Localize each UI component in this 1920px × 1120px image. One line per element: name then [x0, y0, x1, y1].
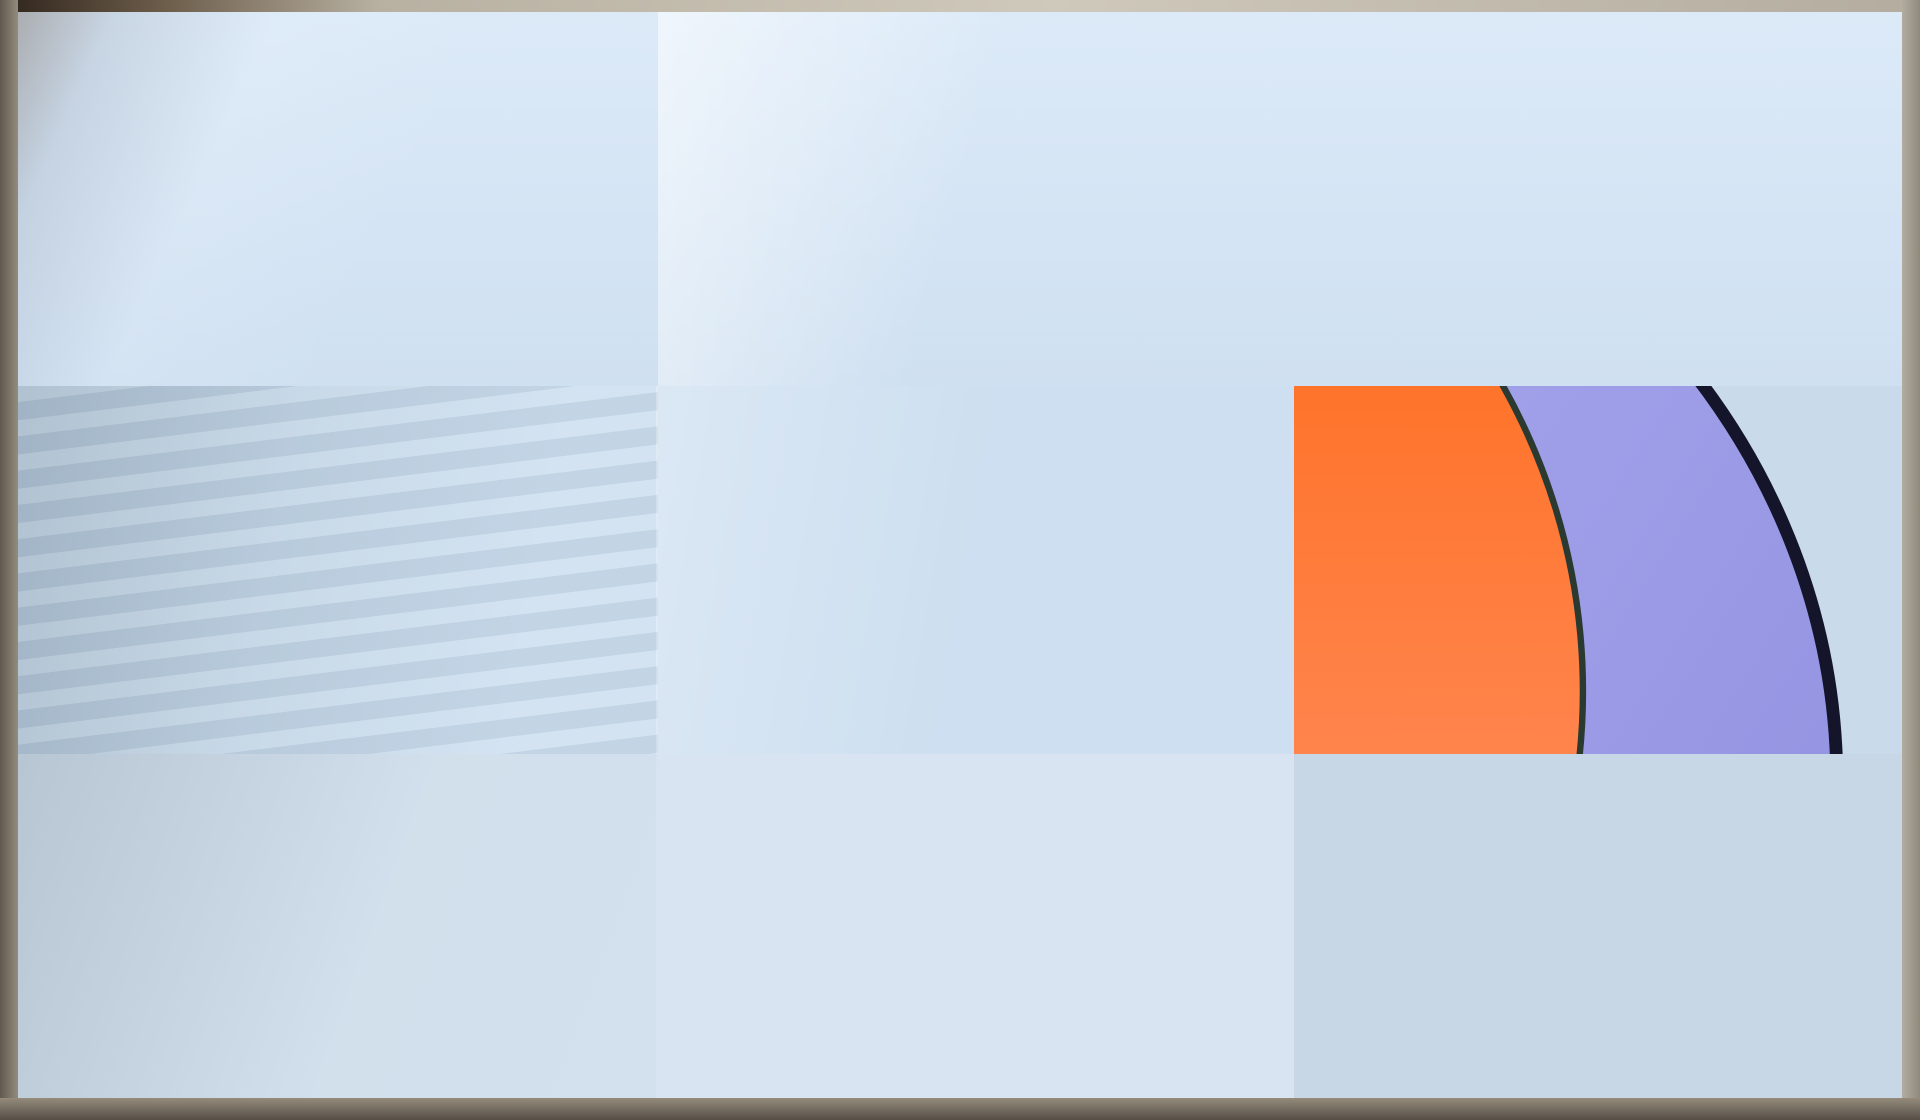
panel-seats [1294, 754, 1902, 1098]
panel-borrow [18, 754, 656, 1098]
panel-top [18, 12, 1902, 386]
panel-room-print [656, 754, 1294, 1098]
frame-left [0, 0, 18, 1120]
frame-top [0, 0, 1920, 12]
panel-hourly-chart [18, 386, 1294, 754]
frame-right [1902, 0, 1920, 1120]
frame-bottom [0, 1098, 1920, 1120]
divider-vertical-row1 [648, 12, 655, 386]
